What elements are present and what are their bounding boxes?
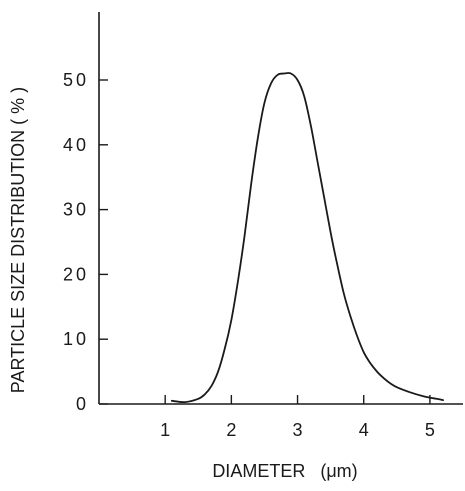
y-tick-label: 50 (63, 70, 89, 90)
y-axis-title: PARTICLE SIZE DISTRIBUTION ( % ) (8, 87, 28, 393)
axes (98, 12, 463, 405)
x-tick-label: 2 (226, 420, 236, 440)
x-tick-label: 4 (359, 420, 369, 440)
x-tick-label: 1 (160, 420, 170, 440)
x-axis-title: DIAMETER (μm) (212, 461, 357, 481)
y-tick-label: 10 (63, 329, 89, 349)
y-tick-label: 20 (63, 264, 89, 284)
ticks-group: 0 10 20 30 40 50 1 2 3 4 5 (63, 70, 435, 440)
y-tick-label: 0 (76, 394, 89, 414)
x-tick-label: 3 (293, 420, 303, 440)
y-tick-label: 40 (63, 135, 89, 155)
y-tick-label: 30 (63, 200, 89, 220)
x-tick-label: 5 (425, 420, 435, 440)
distribution-curve (170, 72, 444, 404)
